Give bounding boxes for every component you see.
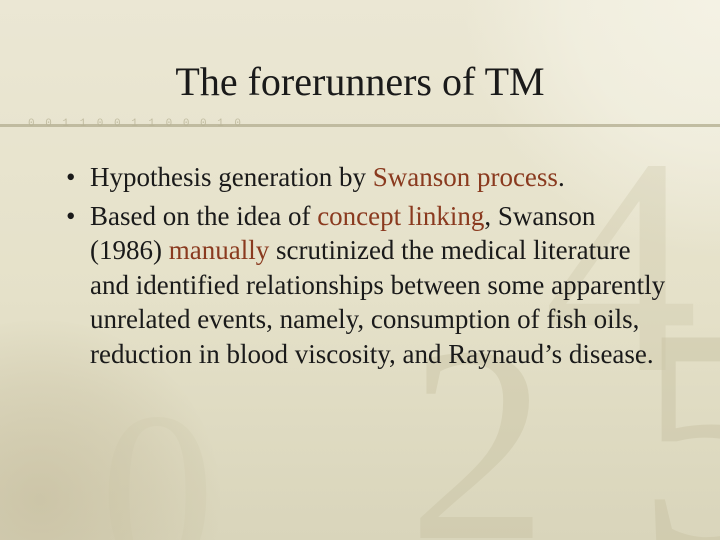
bullet-list: Hypothesis generation by Swanson process… <box>66 160 666 371</box>
watermark-numeral-0: 0 <box>100 378 215 540</box>
body-text: . <box>558 162 565 192</box>
bullet-item: Hypothesis generation by Swanson process… <box>66 160 666 195</box>
highlight-text: Swanson process <box>373 162 558 192</box>
highlight-text: manually <box>169 235 269 265</box>
title-underline <box>0 124 720 127</box>
body-text: Hypothesis generation by <box>90 162 373 192</box>
bullet-item: Based on the idea of concept linking, Sw… <box>66 199 666 372</box>
highlight-text: concept linking <box>317 201 484 231</box>
slide-title: The forerunners of TM <box>0 58 720 105</box>
slide: 4 2 5 0 0 0 1 1 0 0 1 1 0 0 0 1 0 The fo… <box>0 0 720 540</box>
body-text: Based on the idea of <box>90 201 317 231</box>
slide-body: Hypothesis generation by Swanson process… <box>66 160 666 375</box>
